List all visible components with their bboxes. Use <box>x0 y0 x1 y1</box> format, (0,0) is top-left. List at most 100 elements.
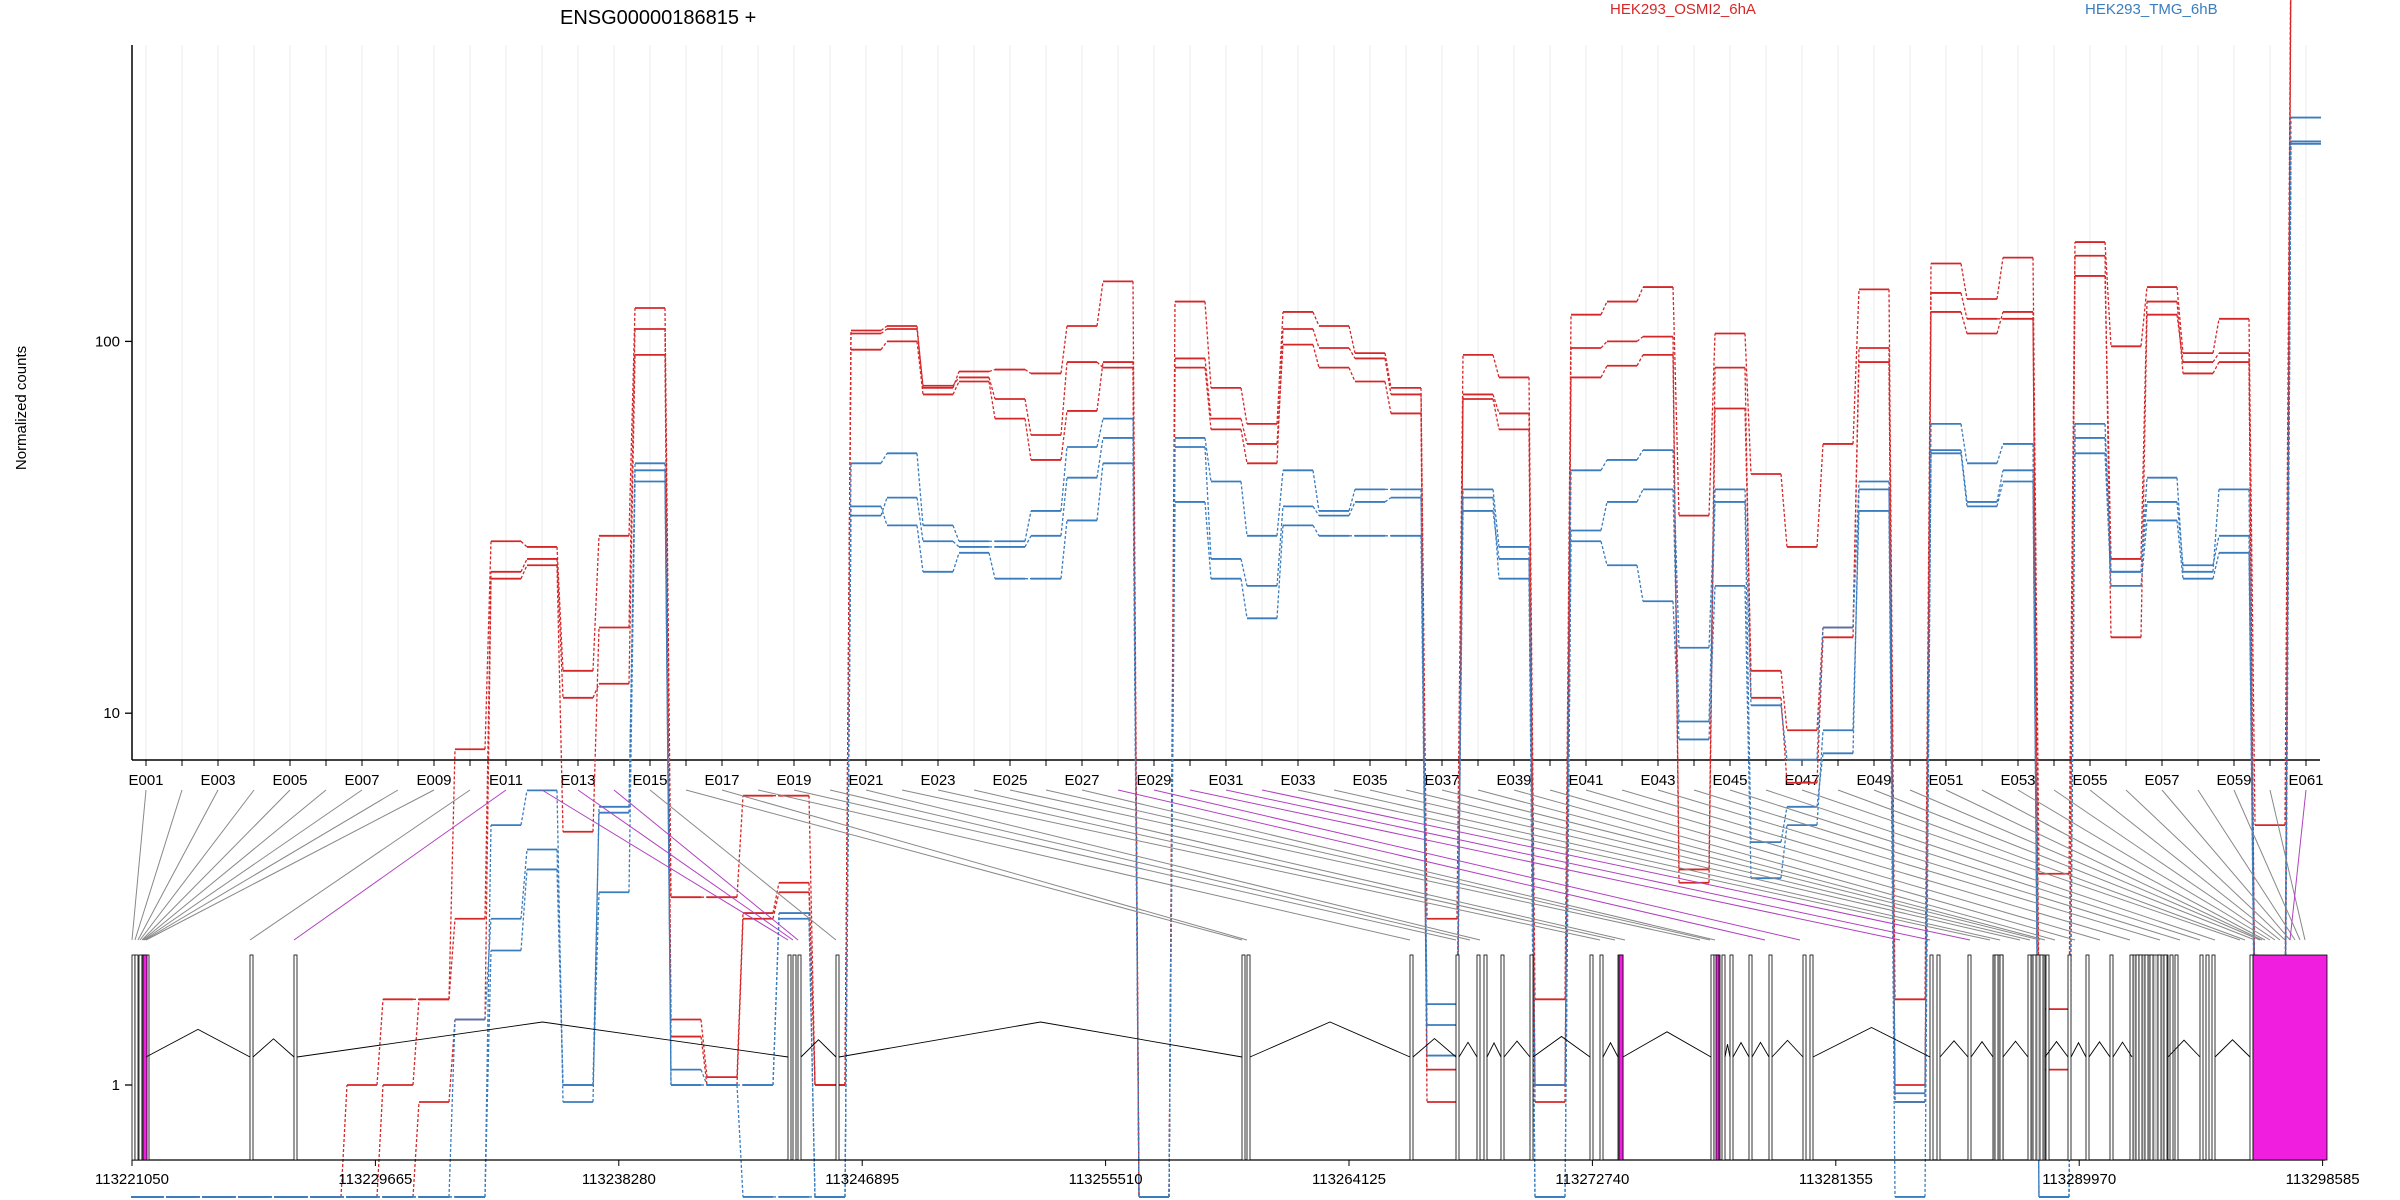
series-connector <box>520 869 528 951</box>
mapping-line <box>142 789 327 941</box>
x-tick-label: E057 <box>2144 772 2179 789</box>
exon-block <box>2169 954 2174 1161</box>
x-tick-label: E009 <box>416 772 451 789</box>
vertical-guides <box>145 45 2307 760</box>
exon-block <box>131 954 136 1161</box>
exon-block <box>2085 954 2090 1161</box>
series-connector <box>880 497 888 516</box>
mapping-line <box>1765 789 2216 941</box>
x-tick-label: E027 <box>1064 772 1099 789</box>
x-tick-label: E019 <box>776 772 811 789</box>
series-connector <box>1636 565 1644 602</box>
series-connector <box>1240 481 1248 536</box>
y-tick-label: 10 <box>103 705 120 722</box>
series-connector <box>2212 361 2220 374</box>
mapping-line <box>613 789 799 941</box>
genomic-tick-label: 113238280 <box>582 1171 656 1188</box>
mapping-line <box>721 789 1248 941</box>
series-connector <box>1096 463 1104 521</box>
intron-line <box>1249 1021 1411 1058</box>
mapping-line <box>2289 789 2307 941</box>
series-connector <box>1456 489 1464 1005</box>
series-connector <box>1780 825 1788 879</box>
mapping-line <box>1333 789 2001 941</box>
mapping-line <box>1909 789 2261 941</box>
series-connector <box>808 795 816 1086</box>
exon-block <box>792 954 797 1161</box>
x-tick-label: E005 <box>272 772 307 789</box>
series-connector <box>1276 525 1284 619</box>
series-connector <box>736 795 744 898</box>
series-connector <box>340 1084 348 1197</box>
x-tick-label: E061 <box>2288 772 2323 789</box>
series-2 <box>131 0 2292 1198</box>
mapping-line <box>1873 789 2256 941</box>
mapping-line <box>145 789 435 941</box>
series-connector <box>1312 311 1320 327</box>
series-connector <box>2068 255 2076 1070</box>
genomic-tick-label: 113289970 <box>2042 1171 2116 1188</box>
series-connector <box>1564 470 1572 1086</box>
series-connector <box>484 571 492 919</box>
genomic-tick-label: 113255510 <box>1069 1171 1143 1188</box>
series-connector <box>1024 418 1032 461</box>
series-connector <box>1276 311 1284 424</box>
mapping-line <box>541 789 789 941</box>
series-connector <box>2140 314 2148 638</box>
series-connector <box>1312 506 1320 516</box>
exon-block <box>1802 954 1807 1161</box>
series-connector <box>1492 398 1500 430</box>
genomic-tick-label: 113298585 <box>2286 1171 2360 1188</box>
exon-block <box>835 954 840 1161</box>
mapping-line <box>1261 789 1971 941</box>
x-tick-label: E001 <box>128 772 163 789</box>
series-connector <box>664 463 672 1086</box>
exon-block <box>2174 954 2179 1161</box>
mapping-line <box>1621 789 2131 941</box>
gene-model: 113221050 113229665 113238280 113246895 1132… <box>95 954 2360 1188</box>
intron-line <box>1724 1044 1731 1058</box>
series-connector <box>2212 535 2220 566</box>
series-connector <box>1204 301 1212 388</box>
series-connector <box>1960 311 1968 334</box>
highlighted-exon <box>2252 954 2328 1161</box>
series-connector <box>1240 558 1248 587</box>
series-connector <box>520 849 528 919</box>
mapping-line <box>865 789 1481 941</box>
series-connector <box>2032 311 2040 1010</box>
exon-block <box>2211 954 2216 1161</box>
series-connector <box>916 341 924 395</box>
x-tick-label: E013 <box>560 772 595 789</box>
series-connector <box>520 790 528 826</box>
series-connector <box>1348 367 1356 382</box>
series-connector <box>1204 358 1212 419</box>
series-connector <box>952 377 960 387</box>
series-connector <box>772 882 780 914</box>
intron-line <box>145 1028 251 1058</box>
mapping-line <box>1729 789 2201 941</box>
exon-block <box>2135 954 2140 1161</box>
intron-line <box>1939 1040 1969 1058</box>
series-connector <box>1024 398 1032 436</box>
series-connector <box>1780 705 1788 760</box>
intron-line <box>1412 1037 1457 1058</box>
intron-line <box>1602 1041 1619 1058</box>
series-connector <box>1384 381 1392 414</box>
series-connector <box>1240 387 1248 424</box>
series-connector <box>952 371 960 389</box>
exon-block <box>1748 954 1753 1161</box>
series-connector <box>1600 541 1608 566</box>
x-tick-label: E031 <box>1208 772 1243 789</box>
mapping-line <box>1477 789 2046 941</box>
intron-line <box>1771 1039 1804 1058</box>
exon-block <box>2249 954 2254 1161</box>
mapping-line <box>1945 789 2263 941</box>
series-connector <box>1276 344 1284 444</box>
mapping-line <box>1153 789 1801 941</box>
series-connector <box>2176 477 2184 572</box>
exon-block <box>1729 954 1734 1161</box>
series-connector <box>484 918 492 1020</box>
intron-line <box>1622 1031 1712 1058</box>
mapping-line <box>2053 789 2276 941</box>
